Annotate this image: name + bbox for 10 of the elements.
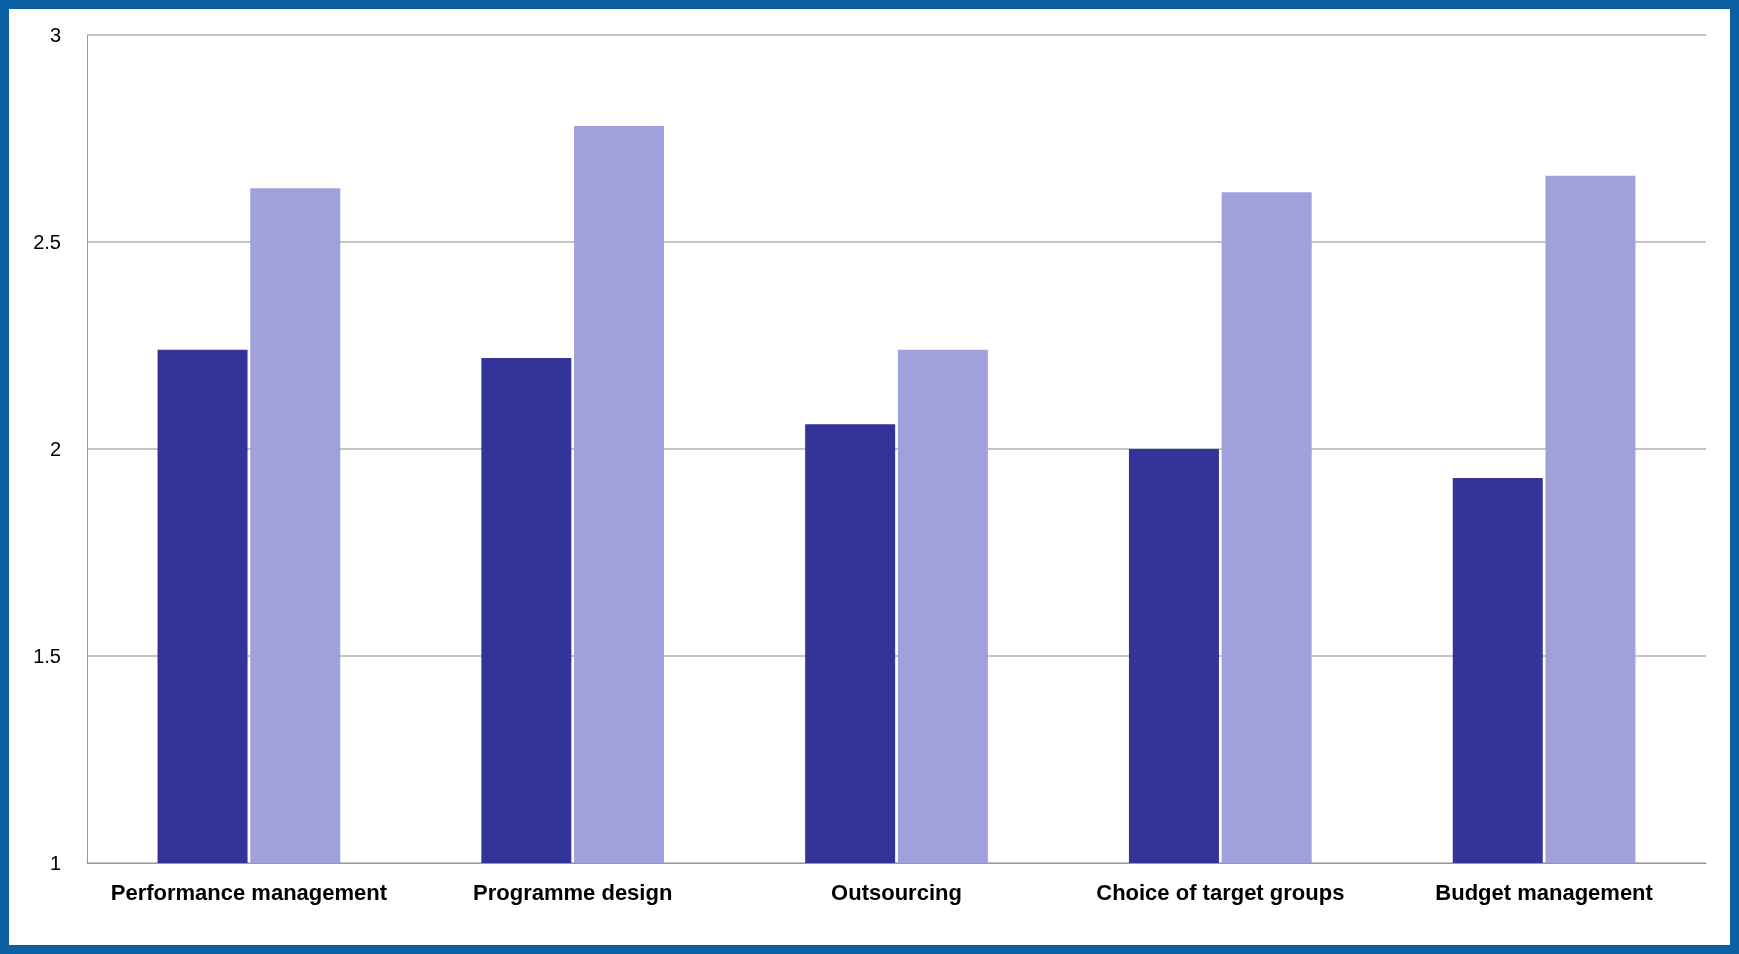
y-tick-label: 2.5: [33, 231, 61, 253]
x-tick-label: Budget management: [1435, 879, 1654, 905]
x-tick-label: Programme design: [473, 879, 673, 905]
y-tick-label: 3: [49, 24, 61, 46]
y-tick-label: 2: [49, 438, 61, 460]
x-tick-label: Outsourcing: [831, 879, 962, 905]
x-tick-label: Performance management: [110, 879, 388, 905]
y-tick-label: 1.5: [33, 645, 61, 667]
y-tick-label: 1: [49, 852, 61, 874]
x-tick-label: Choice of target groups: [1096, 879, 1345, 905]
